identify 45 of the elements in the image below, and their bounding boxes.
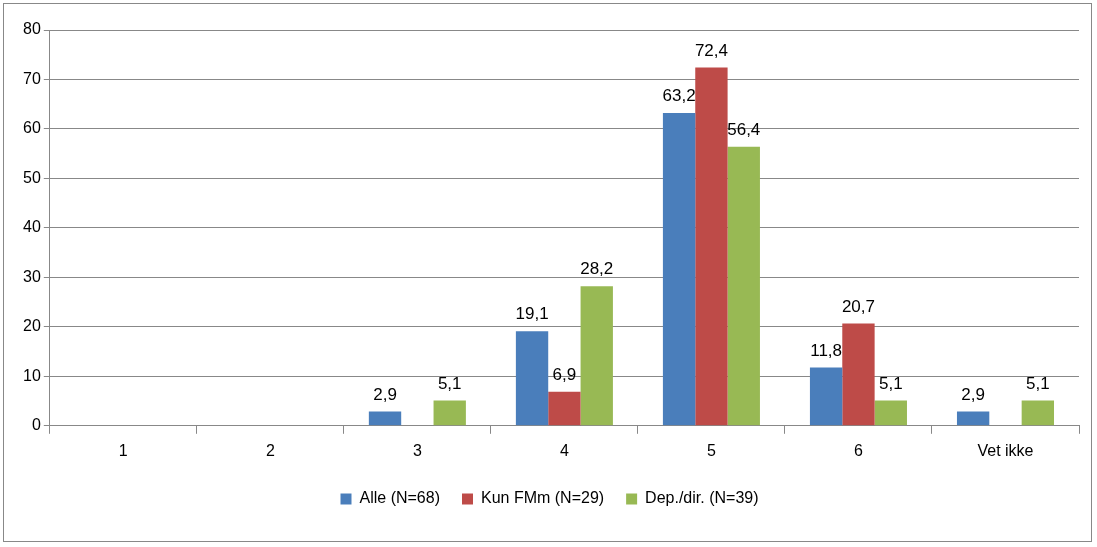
y-tick-label: 0	[31, 416, 41, 434]
legend-label: Dep./dir. (N=39)	[645, 489, 759, 507]
legend-label: Kun FMm (N=29)	[480, 489, 605, 507]
data-label: 20,7	[841, 296, 875, 316]
data-label: 28,2	[580, 259, 614, 279]
y-tick-label: 50	[23, 168, 41, 186]
y-tick-label: 30	[23, 267, 41, 285]
data-label: 11,8	[810, 340, 843, 360]
x-tick-label: 1	[118, 441, 128, 459]
data-label: 5,1	[878, 373, 903, 393]
data-label: 63,2	[662, 86, 696, 106]
data-label: 56,4	[727, 119, 761, 139]
y-tick-label: 80	[23, 20, 41, 38]
y-tick-label: 10	[23, 366, 41, 384]
bar	[368, 411, 402, 426]
x-tick-label: 5	[706, 441, 716, 459]
y-tick-label: 70	[23, 69, 41, 87]
x-tick-label: 6	[854, 441, 863, 459]
y-tick-label: 60	[23, 119, 41, 137]
bar	[580, 286, 613, 426]
bar	[727, 146, 760, 426]
x-tick-label: 4	[559, 441, 569, 459]
bar	[809, 367, 843, 426]
data-label: 5,1	[1026, 373, 1050, 393]
bar	[433, 400, 466, 426]
bar	[956, 411, 990, 426]
legend-label: Alle (N=68)	[359, 489, 440, 507]
data-label: 2,9	[373, 384, 397, 404]
data-label: 19,1	[515, 304, 549, 324]
data-label: 5,1	[437, 373, 462, 393]
x-tick-label: 3	[412, 441, 422, 459]
data-label: 2,9	[961, 384, 985, 404]
y-tick-label: 40	[23, 218, 41, 236]
bar	[662, 113, 696, 426]
y-tick-label: 20	[23, 317, 41, 335]
bar	[548, 391, 581, 426]
data-label: 72,4	[694, 40, 728, 60]
bar	[1021, 400, 1055, 426]
bar	[842, 323, 875, 426]
x-tick-label: 2	[265, 441, 275, 459]
bar	[874, 400, 907, 426]
bar	[695, 67, 728, 426]
data-label: 6,9	[552, 364, 577, 384]
bar	[515, 331, 549, 426]
x-tick-label: Vet ikke	[977, 441, 1034, 459]
